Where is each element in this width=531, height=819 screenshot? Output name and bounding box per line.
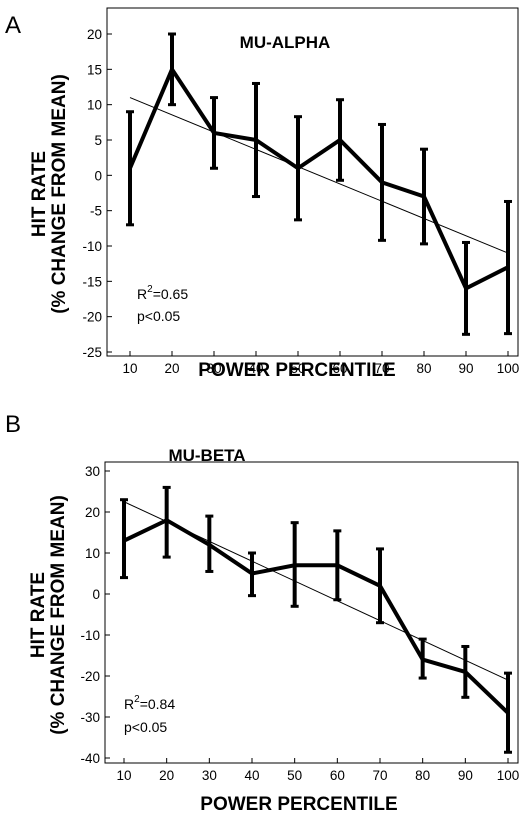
y-axis-label-a: HIT RATE (% CHANGE FROM MEAN) (29, 74, 70, 314)
p-value-b: p<0.05 (124, 719, 167, 735)
y-tick-label-a: 20 (87, 27, 102, 42)
chart-title-b: MU-BETA (168, 446, 245, 465)
panel-label-b: B (5, 411, 21, 438)
series-line-b (123, 517, 510, 715)
x-tick-label-b: 40 (244, 768, 259, 783)
y-tick-label-a: 10 (87, 98, 102, 113)
x-tick-label-a: 60 (332, 361, 347, 376)
y-tick-label-a: -15 (82, 274, 102, 289)
x-tick-label-a: 20 (164, 361, 179, 376)
y-tick-label-b: 0 (92, 587, 100, 602)
x-tick-label-a: 30 (206, 361, 221, 376)
x-tick-label-a: 70 (374, 361, 389, 376)
r-sup-a: 2 (147, 284, 153, 295)
y-axis-label-b: HIT RATE (% CHANGE FROM MEAN) (28, 495, 69, 735)
y-tick-label-a: -20 (82, 310, 102, 325)
y-tick-label-a: 5 (94, 133, 102, 148)
y-axis-label-a-line1: HIT RATE (29, 151, 50, 237)
y-tick-label-b: 30 (85, 464, 100, 479)
x-tick-label-a: 50 (290, 361, 305, 376)
chart-title-a: MU-ALPHA (240, 33, 331, 52)
y-tick-label-a: -25 (82, 345, 102, 360)
x-tick-label-a: 100 (497, 361, 520, 376)
r-squared-a: R2=0.65 (137, 284, 188, 302)
fit-line-a (129, 97, 509, 254)
p-value-a: p<0.05 (137, 308, 180, 324)
y-tick-label-b: -30 (80, 710, 100, 725)
x-tick-label-b: 60 (330, 768, 345, 783)
x-tick-label-a: 80 (416, 361, 431, 376)
r-sup-b: 2 (134, 694, 140, 705)
x-tick-label-a: 10 (122, 361, 137, 376)
panel-b-mu-beta: B MU-BETA HIT RATE (% CHANGE FROM MEAN) … (5, 411, 519, 815)
panel-label-a: A (5, 12, 21, 39)
series-line-a (128, 65, 509, 292)
y-tick-label-a: 0 (94, 168, 102, 183)
x-tick-label-b: 90 (458, 768, 473, 783)
axes-frame-a (106, 7, 519, 357)
x-tick-label-b: 50 (287, 768, 302, 783)
r-squared-b: R2=0.84 (124, 694, 175, 712)
x-tick-label-a: 90 (458, 361, 473, 376)
x-tick-label-b: 20 (159, 768, 174, 783)
x-tick-label-b: 10 (116, 768, 131, 783)
y-axis-label-b-line1: HIT RATE (28, 572, 49, 658)
y-tick-label-b: -10 (80, 628, 100, 643)
axes-frame-b (104, 461, 519, 764)
y-tick-label-b: 20 (85, 505, 100, 520)
y-axis-label-b-line2: (% CHANGE FROM MEAN) (48, 495, 69, 735)
y-tick-label-b: 10 (85, 546, 100, 561)
x-axis-label-b: POWER PERCENTILE (200, 794, 397, 815)
r-value-b: =0.84 (140, 696, 176, 712)
y-tick-label-b: -40 (80, 751, 100, 766)
y-axis-label-a-line2: (% CHANGE FROM MEAN) (49, 74, 70, 314)
x-tick-label-b: 30 (202, 768, 217, 783)
y-tick-label-a: 15 (87, 62, 102, 77)
r-base-a: R (137, 286, 147, 302)
y-tick-label-a: -10 (82, 239, 102, 254)
x-tick-label-b: 80 (415, 768, 430, 783)
x-tick-label-b: 100 (497, 768, 520, 783)
r-base-b: R (124, 696, 134, 712)
x-tick-label-a: 40 (248, 361, 263, 376)
y-tick-label-a: -5 (90, 204, 102, 219)
y-tick-label-b: -20 (80, 669, 100, 684)
panel-a-mu-alpha: A MU-ALPHA HIT RATE (% CHANGE FROM MEAN)… (5, 7, 520, 381)
x-tick-label-b: 70 (372, 768, 387, 783)
r-value-a: =0.65 (153, 286, 189, 302)
x-axis-label-a: POWER PERCENTILE (198, 360, 395, 381)
